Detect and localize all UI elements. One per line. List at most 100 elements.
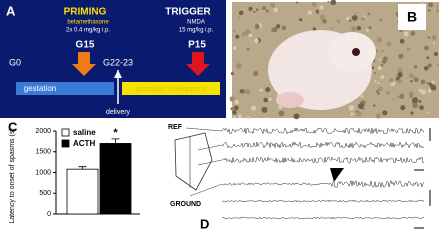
panel-label: C (8, 119, 18, 134)
panel-a-background (0, 0, 226, 118)
priming-title: PRIMING (64, 7, 107, 18)
pebble (261, 106, 268, 113)
pebble (238, 16, 241, 19)
pebble (430, 84, 437, 91)
pebble (256, 8, 259, 11)
pebble (382, 110, 388, 116)
priming-drug: betamethasone (67, 20, 109, 26)
pebble (348, 19, 352, 23)
pebble (263, 97, 269, 103)
error-bar (111, 138, 120, 144)
pebble (413, 77, 419, 83)
y-axis-label: Latency to onset of spasms (s) (9, 128, 16, 223)
pebble (428, 9, 431, 12)
pebble (433, 51, 438, 57)
gestation-bar (16, 82, 114, 95)
pebble (259, 88, 263, 92)
pebble (426, 81, 430, 85)
pebble (374, 79, 377, 83)
pebble (271, 28, 275, 32)
pebble (373, 104, 376, 107)
delivery-arrowhead (114, 70, 122, 78)
pebble (371, 66, 375, 70)
pebble (410, 111, 414, 115)
pebble (410, 80, 413, 83)
pebble (375, 89, 380, 94)
pebble (315, 9, 319, 13)
pebble (418, 100, 422, 103)
pebble (376, 36, 383, 43)
trigger-dose: 15 mg/kg i.p. (179, 28, 214, 34)
pebble (346, 16, 350, 21)
pebble (397, 79, 403, 84)
eeg-trace (221, 127, 425, 135)
pebble (356, 111, 362, 117)
eeg-trace (222, 199, 425, 203)
delivery-label: delivery (106, 109, 131, 116)
bar (66, 168, 99, 215)
significance-annotation: * (113, 127, 118, 139)
pebble (377, 81, 380, 85)
pebble (360, 94, 364, 98)
pebble (396, 96, 399, 99)
pebble (427, 88, 432, 93)
pebble (398, 53, 404, 59)
priming-dose: 2x 0.4 mg/kg i.p. (66, 28, 110, 34)
pebble (248, 33, 253, 38)
legend-swatch (61, 139, 70, 148)
pebble (399, 93, 405, 99)
pebble (379, 18, 383, 22)
pebble (232, 46, 237, 50)
pebble (362, 107, 365, 111)
pebble (327, 0, 330, 4)
pebble (399, 38, 405, 44)
pebble (273, 7, 279, 13)
pebble (244, 89, 251, 95)
priming-arrow (72, 52, 96, 76)
pebble (392, 98, 395, 101)
pebble (312, 27, 317, 32)
pebble (410, 31, 416, 36)
postnatal-bar (122, 82, 220, 95)
priming-time: G15 (76, 40, 95, 51)
pebble (400, 105, 406, 111)
pebble (230, 72, 234, 76)
pebble (418, 88, 422, 92)
rat-paw (276, 92, 304, 108)
pebble (397, 68, 403, 74)
pebble (368, 26, 372, 30)
pebble (265, 87, 271, 93)
pebble (296, 1, 299, 4)
panel-label: D (200, 216, 209, 231)
pebble (363, 15, 366, 18)
pebble (270, 2, 275, 7)
pebble (230, 107, 234, 111)
eeg-trace (221, 156, 425, 164)
pebble (409, 94, 413, 98)
pebble (411, 74, 415, 79)
pebble (406, 47, 411, 52)
pebble (253, 71, 259, 77)
pebble (238, 114, 242, 119)
pebble (380, 75, 385, 79)
skull-outline (174, 132, 213, 191)
timeline-start: G0 (9, 57, 21, 67)
eeg-traces (221, 127, 431, 229)
pebble (254, 38, 259, 43)
pebble (427, 111, 430, 114)
pebble (246, 47, 250, 51)
pebble (365, 28, 369, 32)
pebble (265, 9, 269, 13)
pebble (436, 5, 439, 8)
pebble (241, 34, 244, 37)
pebble (375, 113, 381, 119)
label-box (398, 4, 426, 30)
pebble (431, 35, 437, 41)
pebble (233, 105, 239, 111)
pebble (431, 80, 435, 84)
pebble (427, 63, 432, 68)
pebble (424, 45, 429, 51)
pebble (386, 91, 391, 96)
timeline-birth: G22-23 (103, 57, 133, 67)
